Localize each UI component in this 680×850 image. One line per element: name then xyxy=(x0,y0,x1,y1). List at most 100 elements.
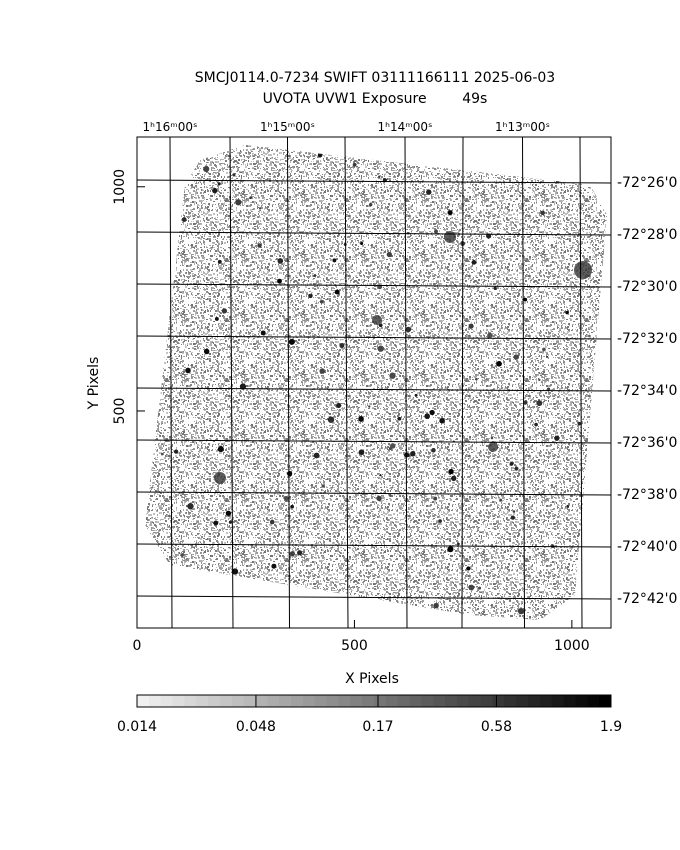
chart-title: SMCJ0114.0-7234 SWIFT 03111166111 2025-0… xyxy=(195,70,555,86)
star xyxy=(513,354,519,360)
colorbar-step xyxy=(160,695,174,707)
star xyxy=(378,323,383,328)
colorbar-step xyxy=(279,695,292,707)
star xyxy=(249,196,252,200)
star xyxy=(433,602,439,609)
star xyxy=(397,416,402,421)
dec-label: -72°32'0 xyxy=(617,331,677,347)
star xyxy=(358,416,364,422)
star xyxy=(228,520,233,524)
star xyxy=(405,326,412,333)
dec-grid-line xyxy=(136,283,612,288)
plot-frame xyxy=(136,136,612,629)
image xyxy=(145,145,607,620)
colorbar-step xyxy=(302,695,316,707)
star xyxy=(536,400,543,407)
star xyxy=(286,470,293,477)
colorbar-step xyxy=(196,695,209,707)
star xyxy=(379,474,382,477)
y-tick-label: 1000 xyxy=(112,169,128,205)
bright-source xyxy=(488,442,498,452)
star xyxy=(180,553,184,557)
y-tick-label: 500 xyxy=(112,398,128,425)
star xyxy=(468,323,474,329)
star xyxy=(232,173,236,177)
star xyxy=(319,299,324,304)
star xyxy=(487,332,493,339)
star xyxy=(438,519,442,523)
ra-grid-line xyxy=(344,136,349,629)
star xyxy=(235,199,242,206)
colorbar-step xyxy=(326,695,339,707)
star xyxy=(468,584,475,591)
star xyxy=(510,515,515,520)
star xyxy=(332,258,337,263)
star xyxy=(203,348,210,355)
colorbar-step xyxy=(539,695,553,707)
star xyxy=(496,360,502,367)
colorbar-tick-label: 1.9 xyxy=(600,719,622,735)
star xyxy=(426,189,432,195)
dec-label: -72°42'0 xyxy=(617,591,677,607)
ra-label: 1ʰ14ᵐ00ˢ xyxy=(378,120,433,134)
colorbar-step xyxy=(397,695,411,707)
colorbar-step xyxy=(231,695,245,707)
colorbar-tick-label: 0.014 xyxy=(117,719,157,735)
colorbar-step xyxy=(219,695,233,707)
star xyxy=(448,468,454,475)
colorbar-tick-label: 0.58 xyxy=(481,719,512,735)
star xyxy=(378,175,381,178)
star xyxy=(217,259,222,264)
ra-label: 1ʰ15ᵐ00ˢ xyxy=(260,120,315,134)
star xyxy=(231,568,239,575)
star xyxy=(313,452,320,459)
star xyxy=(259,207,262,210)
star xyxy=(514,466,519,471)
colorbar-step xyxy=(421,695,434,707)
colorbar-step xyxy=(374,695,387,707)
star xyxy=(478,586,482,590)
colorbar-step xyxy=(563,695,576,707)
star xyxy=(336,402,342,409)
star xyxy=(321,484,325,488)
colorbar-step xyxy=(433,695,446,707)
colorbar-step xyxy=(148,695,162,707)
star xyxy=(577,421,582,426)
ra-grid-line xyxy=(579,136,583,629)
dec-grid-line xyxy=(136,491,612,496)
star xyxy=(225,510,232,516)
star xyxy=(490,436,494,440)
colorbar-step xyxy=(350,695,363,707)
star xyxy=(221,308,228,314)
star xyxy=(213,520,219,526)
star xyxy=(327,416,335,423)
bright-source xyxy=(444,231,456,243)
ra-label: 1ʰ16ᵐ00ˢ xyxy=(143,120,198,134)
star xyxy=(471,259,477,265)
dec-label: -72°34'0 xyxy=(617,383,677,399)
ra-grid-line xyxy=(287,136,290,629)
colorbar-step xyxy=(137,695,150,707)
star xyxy=(217,446,224,453)
x-axis-label: X Pixels xyxy=(345,671,399,687)
star xyxy=(546,387,551,391)
dec-label: -72°30'0 xyxy=(617,279,677,295)
colorbar-step xyxy=(575,695,588,707)
y-axis-label: Y Pixels xyxy=(86,357,102,411)
ra-grid-line xyxy=(522,136,525,629)
star xyxy=(565,310,569,315)
colorbar-step xyxy=(551,695,565,707)
dec-label: -72°38'0 xyxy=(617,487,677,503)
star xyxy=(271,563,277,569)
star xyxy=(499,498,503,502)
star xyxy=(288,338,295,345)
star xyxy=(540,210,545,216)
star xyxy=(523,297,528,302)
dec-grid-line xyxy=(136,543,612,548)
dec-grid-line xyxy=(136,439,612,444)
ra-label: 1ʰ13ᵐ00ˢ xyxy=(495,120,550,134)
star xyxy=(185,367,191,374)
star xyxy=(313,274,317,277)
star xyxy=(439,417,445,424)
